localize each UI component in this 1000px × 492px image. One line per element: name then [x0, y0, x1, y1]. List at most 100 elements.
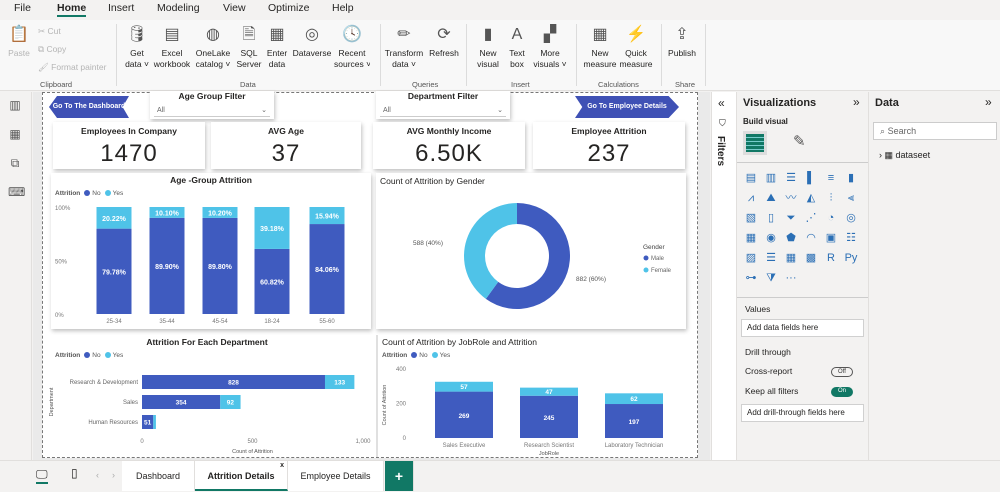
visual-type-icon[interactable]: ⫷ — [847, 192, 855, 204]
refresh-button[interactable]: ⟳ Refresh — [429, 26, 459, 58]
slicer-title: Department Filter — [407, 91, 479, 101]
visual-type-icon[interactable]: ◔ — [827, 212, 835, 224]
x-tick-label: 45-54 — [212, 319, 228, 325]
department-dropdown[interactable]: All ⌄ — [380, 104, 506, 117]
visual-type-icon[interactable]: ◠ — [806, 232, 816, 244]
enter-data-button[interactable]: ▦ Enter data — [266, 26, 288, 69]
tab-employee-details[interactable]: Employee Details — [288, 461, 384, 491]
copy-button[interactable]: ⧉ Copy — [38, 44, 67, 54]
menu-view[interactable]: View — [223, 2, 246, 14]
mobile-layout-icon[interactable]: ▯ — [71, 466, 78, 480]
visual-type-icon[interactable]: ▣ — [825, 232, 837, 244]
go-to-dashboard-button[interactable]: Go To The Dashboard — [49, 96, 129, 118]
filters-pane-collapsed[interactable]: « ⛉ Filters — [711, 92, 736, 460]
add-page-button[interactable]: + — [385, 461, 414, 491]
visual-type-icon[interactable]: ☰ — [766, 252, 776, 264]
close-icon[interactable]: x — [280, 462, 284, 469]
scroll-right-icon[interactable]: › — [112, 470, 115, 480]
y-axis-title: Count of Attrition — [382, 385, 388, 426]
paste-button[interactable]: 📋 Paste — [8, 26, 30, 58]
table-view-icon[interactable]: ▦ — [9, 127, 21, 141]
department-slicer[interactable]: Department Filter All ⌄ — [376, 91, 510, 119]
gender-donut-chart[interactable]: Count of Attrition by Gender 882 (60%) 58… — [376, 173, 686, 329]
search-input[interactable]: ⌕ Search — [873, 122, 997, 140]
visual-type-icon[interactable]: ··· — [785, 272, 797, 284]
text-box-button[interactable]: A Text box — [503, 24, 531, 70]
visual-type-icon[interactable]: ⩘ — [747, 192, 755, 204]
age-group-dropdown[interactable]: All ⌄ — [154, 104, 270, 117]
values-well[interactable]: Add data fields here — [741, 319, 864, 337]
expand-icon[interactable]: « — [718, 96, 725, 110]
recent-sources-button[interactable]: 🕓 Recent sources ˅ — [334, 26, 370, 69]
go-to-employee-details-button[interactable]: Go To Employee Details — [575, 96, 679, 118]
sql-server-button[interactable]: 🗎 SQL Server — [236, 26, 262, 69]
visual-type-icon[interactable]: ⧩ — [766, 272, 776, 284]
visual-type-icon[interactable]: ▤ — [745, 172, 757, 184]
collapse-icon[interactable]: » — [985, 95, 992, 109]
visual-type-icon[interactable]: ▥ — [765, 172, 777, 184]
new-visual-button[interactable]: ▮ New visual — [477, 26, 499, 69]
build-visual-tab[interactable] — [743, 131, 767, 155]
model-view-icon[interactable]: ⧉ — [10, 156, 20, 170]
visual-type-icon[interactable]: ⊶ — [745, 272, 757, 284]
cut-button[interactable]: ✂ Cut — [38, 26, 61, 36]
cross-report-toggle[interactable]: Off — [831, 367, 853, 377]
more-visuals-button[interactable]: ▞ More visuals ˅ — [533, 26, 567, 69]
format-painter-button[interactable]: 🖌 Format painter — [38, 62, 107, 72]
jobrole-chart[interactable]: Count of Attrition by JobRole and Attrit… — [376, 335, 696, 457]
visual-type-icon[interactable]: ▧ — [745, 212, 757, 224]
collapse-icon[interactable]: » — [853, 95, 860, 109]
visual-type-icon[interactable]: ☰ — [786, 172, 796, 184]
visual-type-icon[interactable]: ⬟ — [786, 232, 796, 244]
visual-type-icon[interactable]: ◭ — [806, 192, 816, 204]
visual-type-icon[interactable]: ⋰ — [805, 212, 817, 224]
format-visual-icon[interactable]: ✎ — [793, 133, 806, 150]
menu-optimize[interactable]: Optimize — [268, 2, 310, 14]
visual-type-icon[interactable]: ▨ — [745, 252, 757, 264]
publish-button[interactable]: ⇪ Publish — [668, 26, 696, 58]
visual-type-icon[interactable]: ▦ — [745, 232, 757, 244]
excel-workbook-button[interactable]: ▤ Excel workbook — [153, 26, 191, 69]
report-view-icon[interactable]: ▥ — [9, 98, 21, 112]
y-tick-label: 400 — [396, 367, 407, 373]
menu-home[interactable]: Home — [57, 2, 87, 17]
desktop-layout-icon[interactable]: 🖵 — [36, 467, 48, 484]
visual-type-icon[interactable]: ☷ — [846, 232, 856, 244]
onelake-catalog-button[interactable]: ◍ OneLake catalog ˅ — [195, 26, 231, 69]
tab-dashboard[interactable]: Dashboard — [122, 461, 195, 491]
visual-type-icon[interactable]: 〰 — [785, 192, 797, 204]
visual-type-icon[interactable]: ▩ — [805, 252, 817, 264]
menu-modeling[interactable]: Modeling — [157, 2, 200, 14]
transform-data-button[interactable]: ✏ Transform data ˅ — [384, 26, 424, 69]
visual-type-icon[interactable]: ⛰ — [766, 192, 776, 204]
menu-insert[interactable]: Insert — [108, 2, 135, 14]
keep-filters-toggle[interactable]: On — [831, 387, 853, 397]
dataverse-button[interactable]: ◎ Dataverse — [292, 26, 332, 58]
department-chart[interactable]: Attrition For Each Department Attrition N… — [43, 335, 371, 457]
visual-type-icon[interactable]: ⏷ — [786, 212, 796, 224]
visual-type-icon[interactable]: ⫶ — [829, 192, 833, 204]
dax-query-icon[interactable]: ⌨ — [8, 185, 26, 199]
table-item-dataseet[interactable]: › ▦ dataseet — [879, 150, 931, 160]
bar-no — [142, 415, 154, 429]
visual-type-icon[interactable]: ▯ — [767, 212, 775, 224]
data-label: 92 — [227, 400, 235, 407]
drill-through-well[interactable]: Add drill-through fields here — [741, 404, 864, 422]
new-measure-button[interactable]: ▦ New measure — [583, 26, 617, 69]
visual-type-icon[interactable]: ▌ — [807, 172, 815, 184]
age-group-slicer[interactable]: Age Group Filter All ⌄ — [150, 91, 274, 119]
visual-type-icon[interactable]: ◎ — [846, 212, 856, 224]
menu-file[interactable]: File — [14, 2, 31, 14]
scroll-left-icon[interactable]: ‹ — [96, 470, 99, 480]
quick-measure-button[interactable]: ⚡ Quick measure — [619, 26, 653, 69]
tab-attrition-details[interactable]: Attrition Details x — [195, 461, 288, 491]
visual-type-icon[interactable]: R — [827, 252, 835, 264]
menu-help[interactable]: Help — [332, 2, 354, 14]
visual-type-icon[interactable]: ◉ — [766, 232, 776, 244]
visual-type-icon[interactable]: ≡ — [827, 172, 835, 184]
visual-type-icon[interactable]: Py — [844, 252, 858, 264]
get-data-button[interactable]: 🛢 Get data ˅ — [125, 26, 149, 69]
age-group-chart[interactable]: Age -Group Attrition Attrition No Yes 0% 50… — [51, 173, 371, 329]
visual-type-icon[interactable]: ▦ — [785, 252, 797, 264]
visual-type-icon[interactable]: ▮ — [847, 172, 855, 184]
